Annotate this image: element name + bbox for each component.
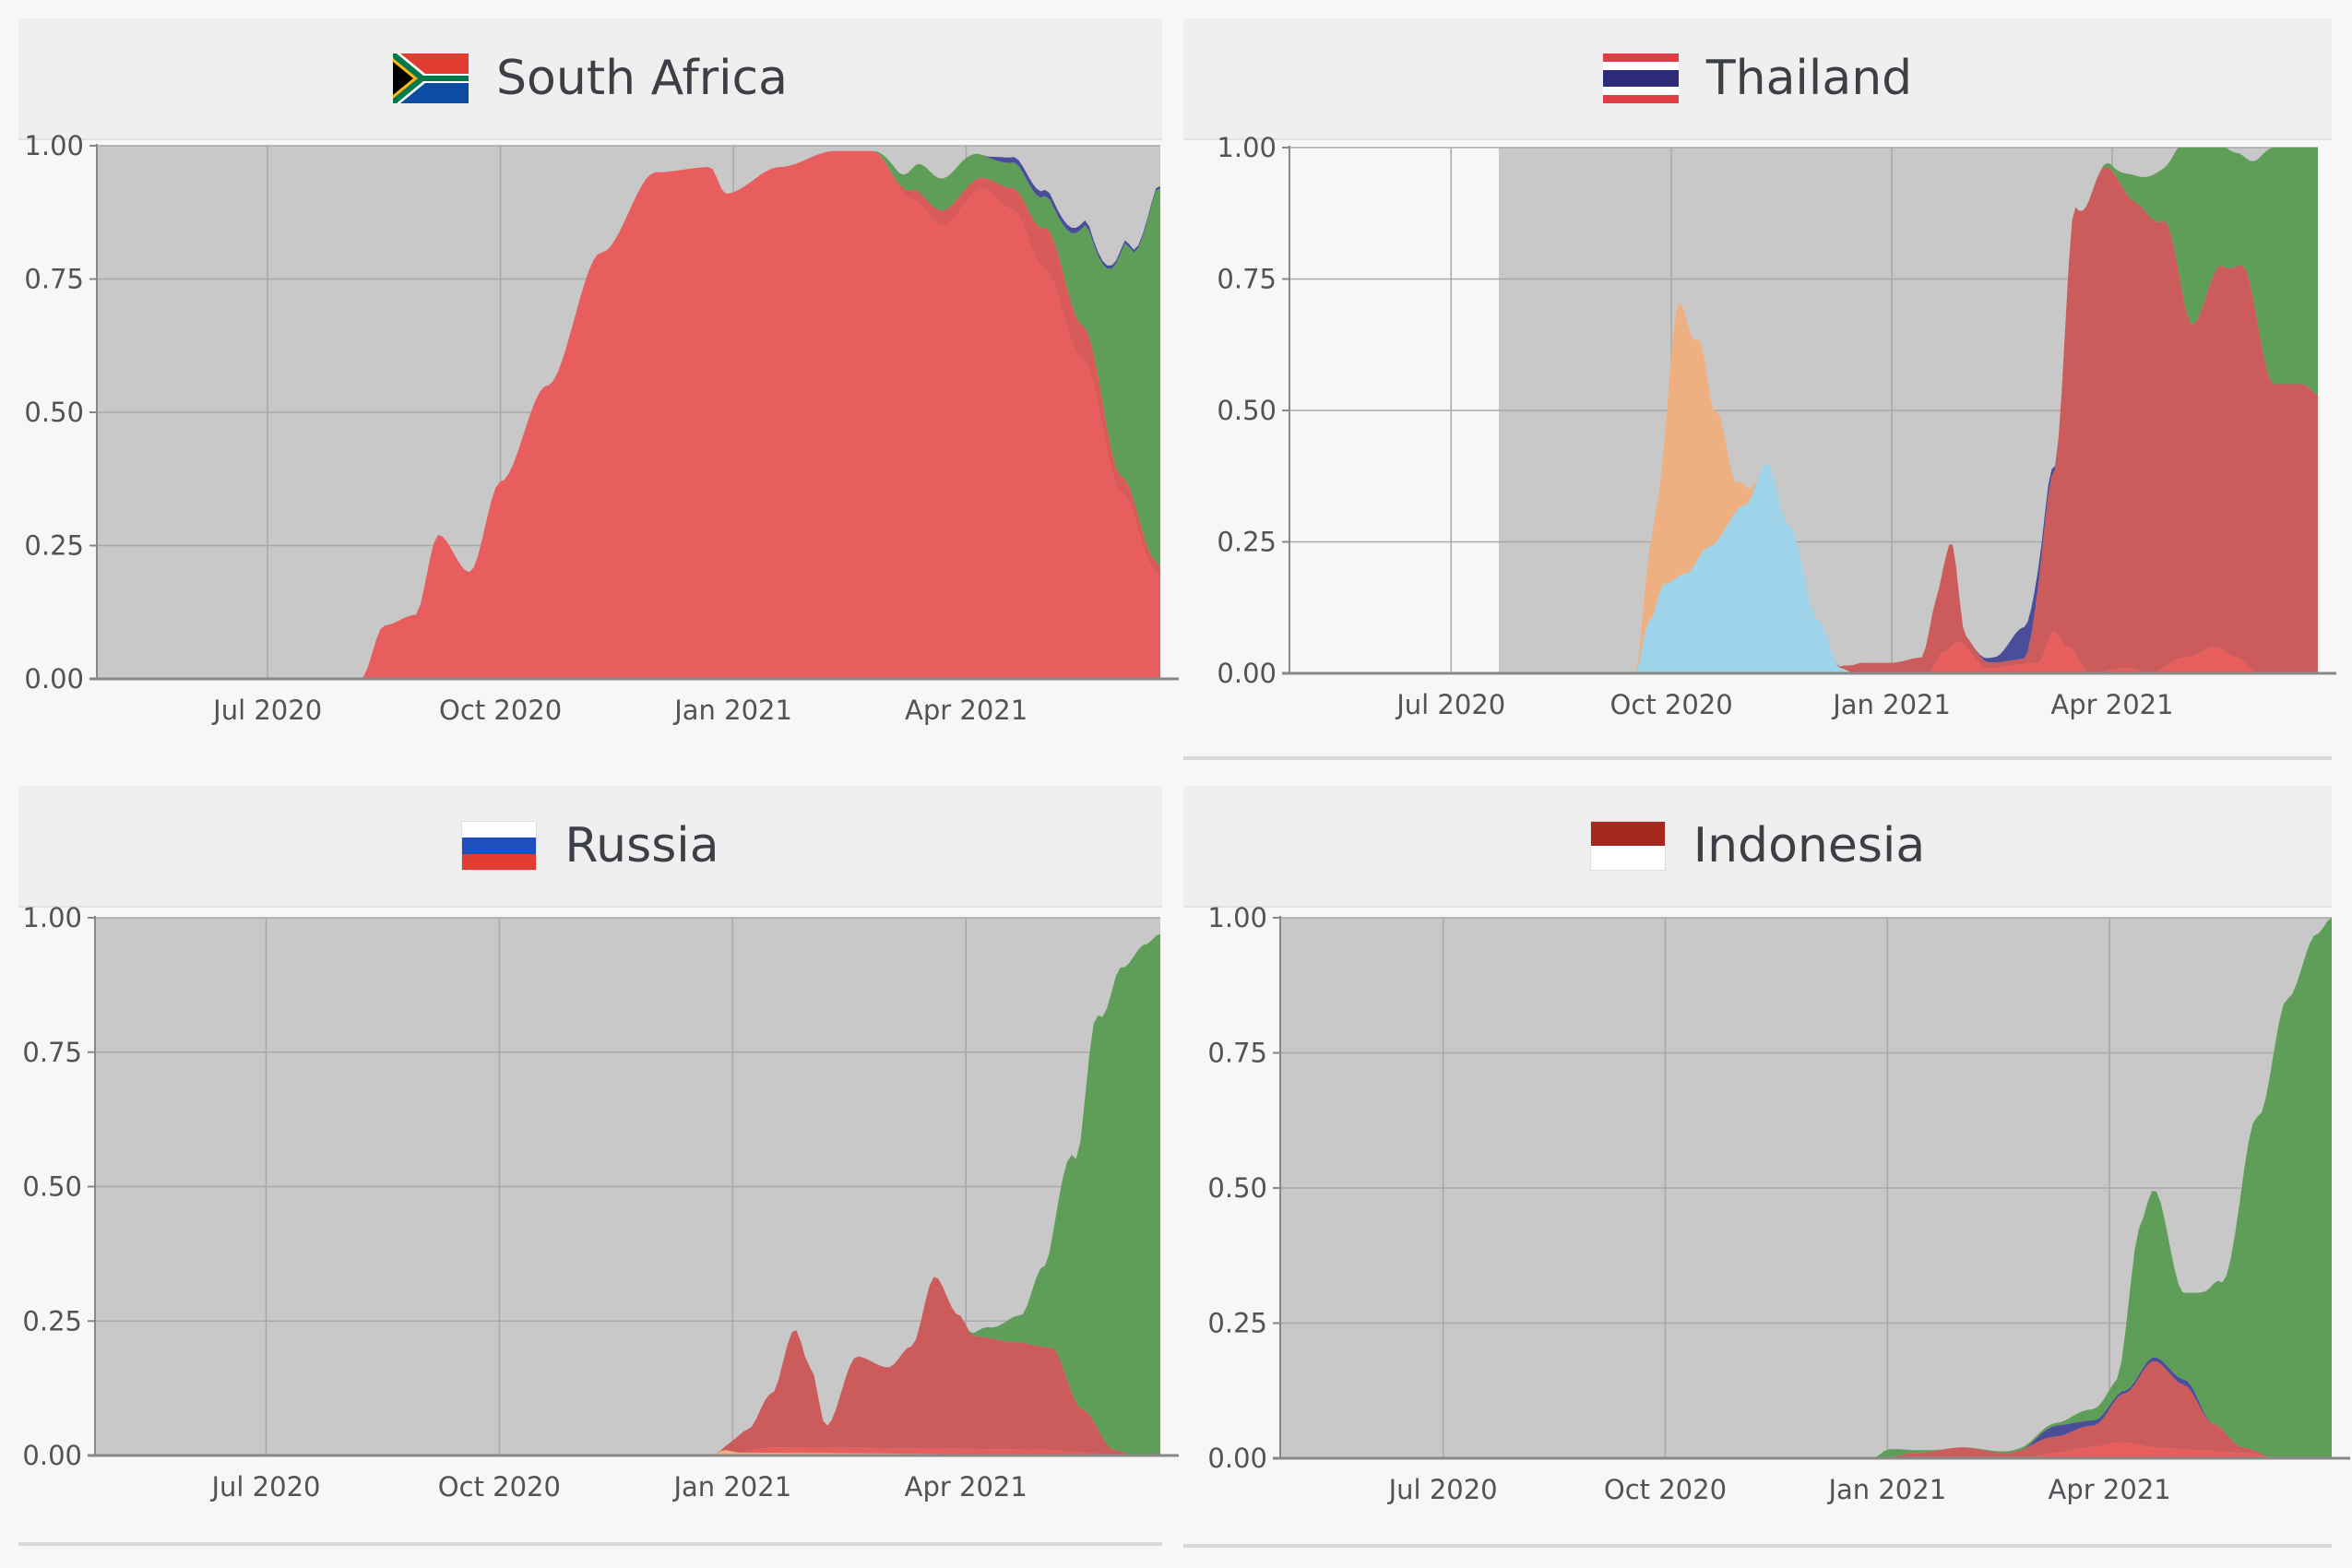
x-tick-label: Jul 2020 — [211, 695, 322, 726]
indonesia-flag-icon — [1589, 821, 1666, 871]
x-tick-label: Apr 2021 — [905, 695, 1028, 726]
y-tick-label: 0.25 — [22, 1305, 82, 1336]
area-series-3 — [97, 150, 1160, 680]
x-tick-label: Jul 2020 — [209, 1471, 320, 1503]
chart-container: 0.00 0.25 0.50 0.75 1.00 Jul 2020 Oct 2020 Jan … — [1183, 786, 2350, 1524]
y-tick-label: 0.25 — [24, 530, 84, 562]
panel-title: Russia — [564, 818, 719, 873]
y-tick-label: 0.50 — [24, 397, 84, 428]
area-series-2 — [95, 1277, 1160, 1455]
panel-header: Thailand — [1183, 18, 2332, 140]
chart-svg: 0.00 0.25 0.50 0.75 1.00 Jul 2020 Oct 2020 Jan … — [1217, 132, 2336, 720]
y-tick-label: 0.50 — [22, 1171, 82, 1203]
panel-title: South Africa — [496, 51, 788, 106]
x-tick-label: Jul 2020 — [1395, 689, 1505, 720]
divider — [18, 1542, 1162, 1546]
x-tick-label: Oct 2020 — [1604, 1474, 1727, 1505]
panel-title: Thailand — [1705, 51, 1913, 106]
x-tick-label: Jan 2021 — [672, 695, 792, 726]
y-tick-label: 0.50 — [1217, 395, 1277, 426]
y-tick-label: 0.75 — [1217, 264, 1277, 295]
y-tick-label: 0.75 — [24, 264, 84, 295]
south-africa-flag-icon — [393, 53, 469, 103]
panel-south-africa: South Africa 0.00 0.25 0.50 0.75 1.00 Jul 202… — [18, 18, 1179, 756]
panel-header: South Africa — [18, 18, 1162, 140]
y-tick-label: 0.25 — [1207, 1308, 1267, 1339]
thailand-flag-icon — [1602, 53, 1679, 103]
area-series-1 — [1499, 303, 2318, 673]
y-tick-label: 0.00 — [1217, 658, 1277, 689]
x-tick-label: Apr 2021 — [2050, 689, 2173, 720]
divider — [1183, 756, 2332, 760]
chart-container: 0.00 0.25 0.50 0.75 1.00 Jul 2020 Oct 2020 Jan … — [1183, 18, 2336, 756]
x-tick-label: Apr 2021 — [905, 1471, 1028, 1503]
panel-header: Indonesia — [1183, 786, 2332, 908]
area-series-3 — [1499, 166, 2318, 673]
area-series-0 — [1499, 463, 2318, 673]
y-tick-label: 0.75 — [1207, 1038, 1267, 1069]
chart-svg: 0.00 0.25 0.50 0.75 1.00 Jul 2020 Oct 2020 Jan … — [1207, 902, 2350, 1505]
chart-container: 0.00 0.25 0.50 0.75 1.00 Jul 2020 Oct 2020 Jan … — [18, 18, 1179, 756]
panel-thailand: Thailand 0.00 0.25 0.50 0.75 1.00 Jul 2020 Oct… — [1183, 18, 2336, 760]
x-tick-label: Oct 2020 — [1610, 689, 1733, 720]
y-tick-label: 0.75 — [22, 1037, 82, 1068]
russia-flag-icon — [461, 821, 538, 871]
y-tick-label: 0.25 — [1217, 527, 1277, 558]
panel-russia: Russia 0.00 0.25 0.50 0.75 1.00 Jul 2020 Oct 2… — [18, 786, 1179, 1546]
y-tick-label: 1.00 — [1217, 132, 1277, 163]
y-tick-label: 0.00 — [1207, 1443, 1267, 1474]
x-tick-label: Jan 2021 — [1831, 689, 1951, 720]
panel-indonesia: Indonesia 0.00 0.25 0.50 0.75 1.00 Jul 2020 Oc… — [1183, 786, 2350, 1548]
divider — [1183, 1544, 2332, 1548]
x-tick-label: Jul 2020 — [1387, 1474, 1498, 1505]
area-series-5 — [1499, 148, 2318, 673]
area-series-1 — [1280, 1360, 2332, 1458]
area-series-0 — [1280, 1442, 2332, 1458]
x-tick-label: Jan 2021 — [1826, 1474, 1946, 1505]
area-series-3 — [1280, 918, 2332, 1458]
y-tick-label: 1.00 — [1207, 902, 1267, 933]
y-tick-label: 1.00 — [22, 902, 82, 933]
area-series-1 — [95, 1447, 1160, 1455]
x-tick-label: Oct 2020 — [438, 1471, 561, 1503]
y-tick-label: 0.00 — [24, 663, 84, 695]
x-tick-label: Apr 2021 — [2049, 1474, 2171, 1505]
y-tick-label: 1.00 — [24, 130, 84, 161]
chart-svg: 0.00 0.25 0.50 0.75 1.00 Jul 2020 Oct 2020 Jan … — [24, 130, 1179, 726]
chart-container: 0.00 0.25 0.50 0.75 1.00 Jul 2020 Oct 2020 Jan … — [18, 786, 1179, 1524]
y-tick-label: 0.00 — [22, 1440, 82, 1471]
panel-title: Indonesia — [1693, 818, 1926, 873]
chart-svg: 0.00 0.25 0.50 0.75 1.00 Jul 2020 Oct 2020 Jan … — [22, 902, 1179, 1503]
panel-header: Russia — [18, 786, 1162, 908]
y-tick-label: 0.50 — [1207, 1172, 1267, 1204]
area-series-0 — [97, 150, 1160, 680]
x-tick-label: Jan 2021 — [671, 1471, 791, 1503]
x-tick-label: Oct 2020 — [439, 695, 562, 726]
